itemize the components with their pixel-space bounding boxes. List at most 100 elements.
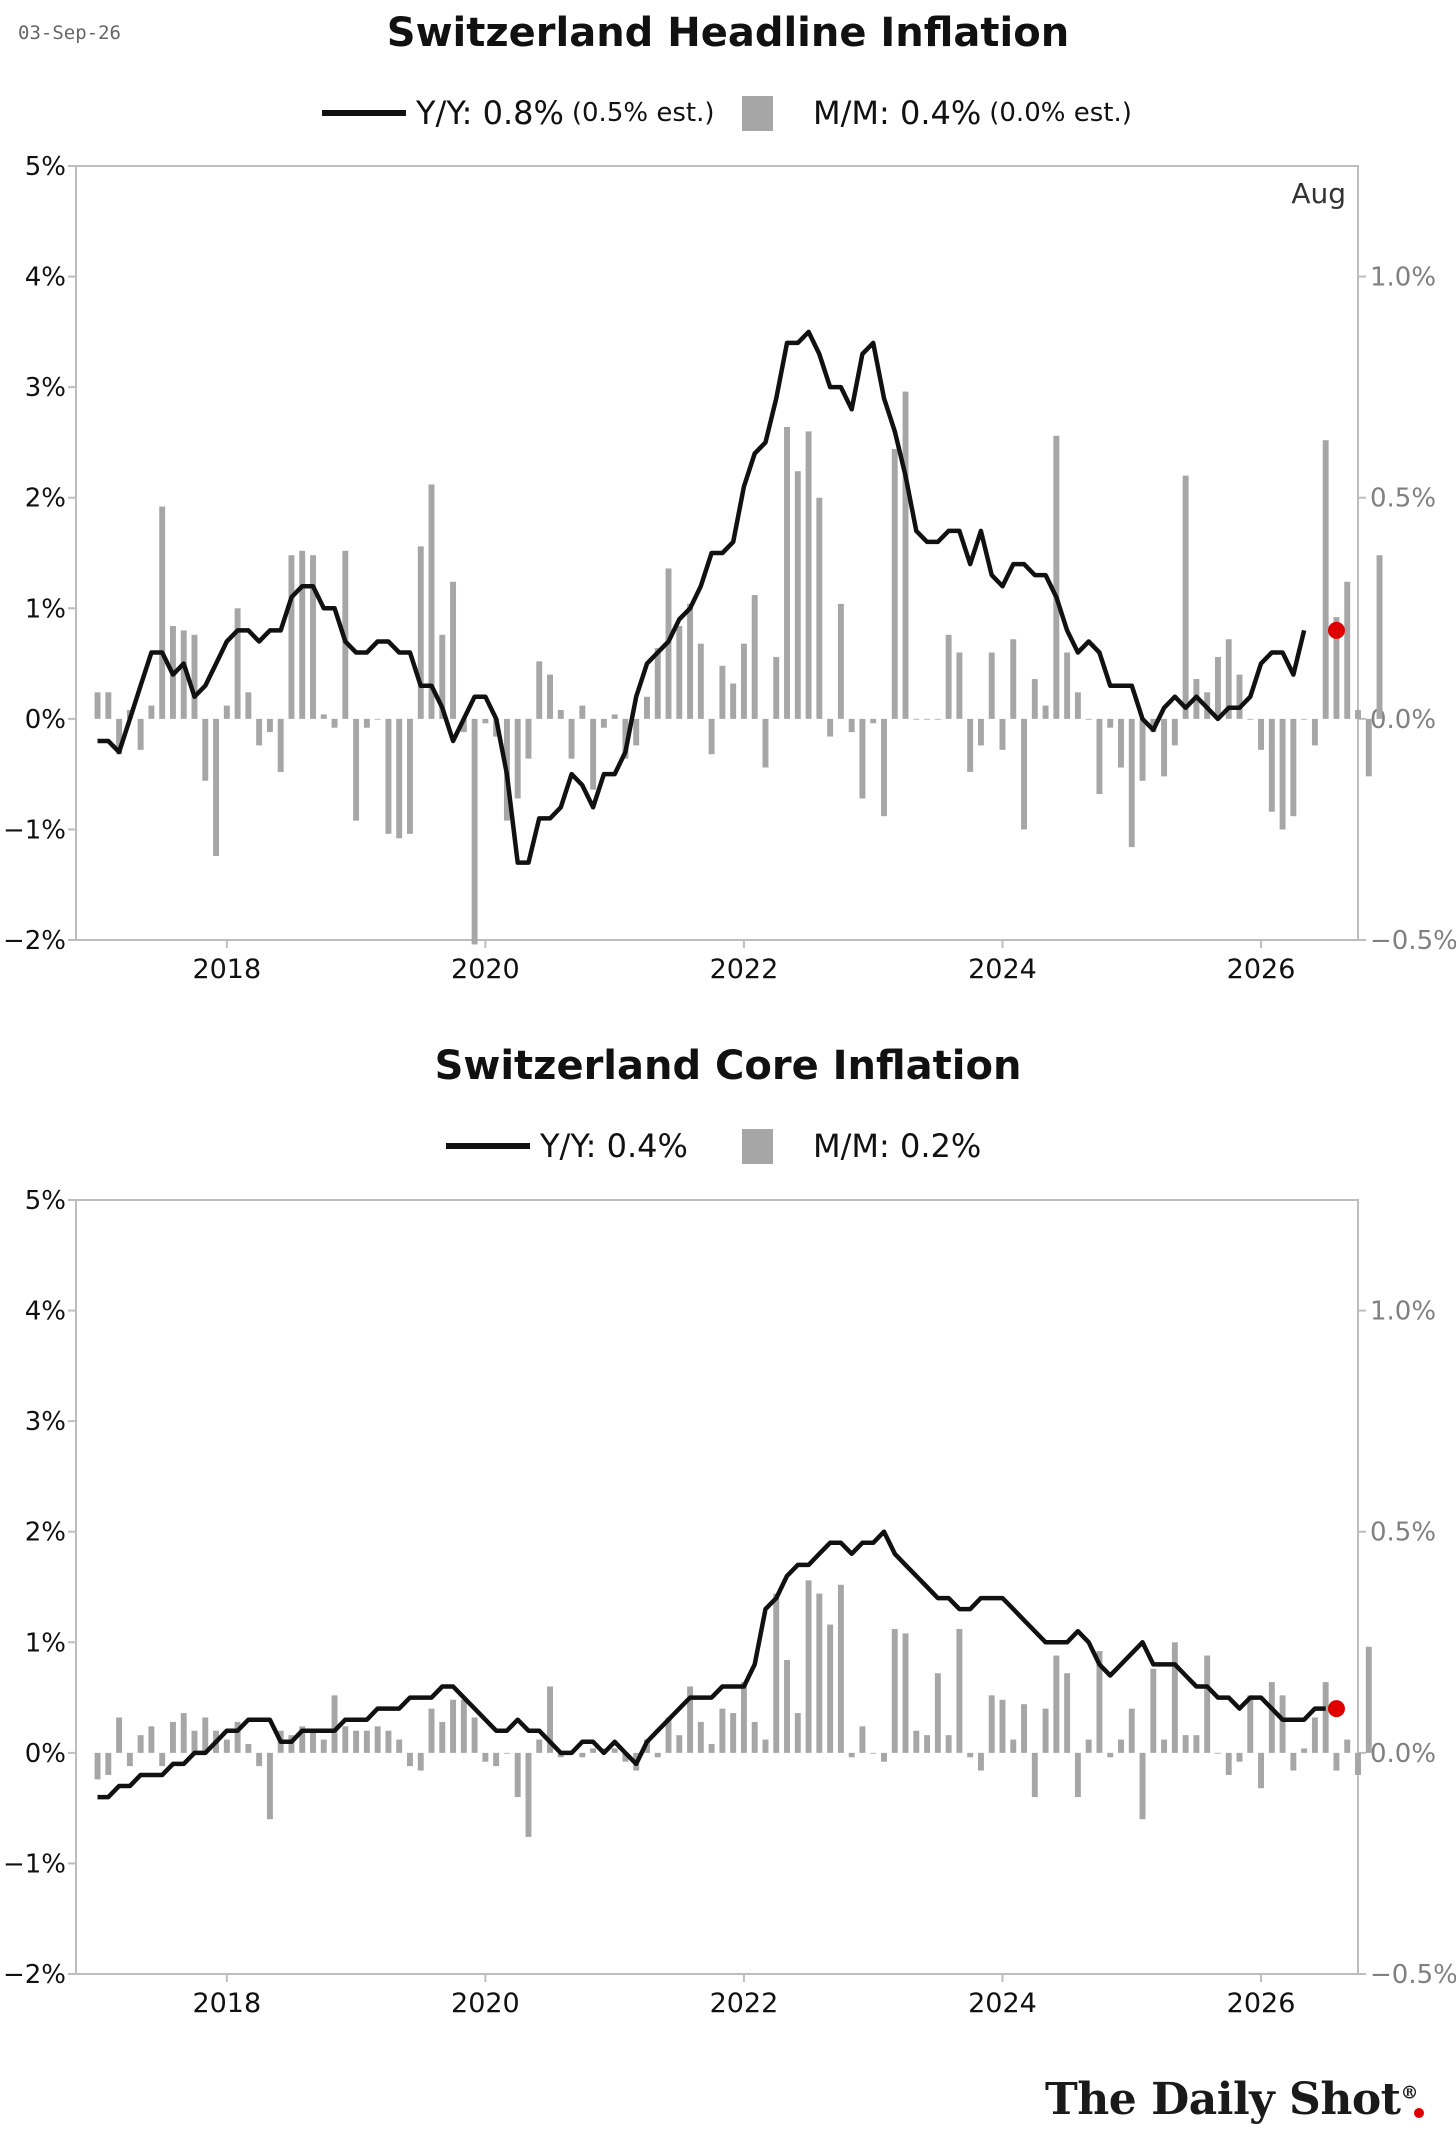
x-tick-label: 2018: [192, 1988, 261, 2019]
mom-bar: [1171, 1642, 1178, 1753]
mom-bar: [794, 1713, 801, 1753]
mom-bar: [1290, 718, 1297, 817]
x-tick-label: 2018: [192, 954, 261, 985]
headline-legend: Y/Y: 0.8% (0.5% est.) M/M: 0.4% (0.0% es…: [0, 88, 1456, 138]
legend-bar-swatch: [742, 1128, 773, 1164]
mom-bar: [1344, 1739, 1351, 1753]
x-tick-label: 2020: [451, 954, 520, 985]
mom-bar: [773, 1593, 780, 1753]
mom-bar: [471, 1717, 478, 1753]
mom-bar: [374, 718, 381, 720]
mom-bar: [945, 1735, 952, 1753]
mom-bar: [1064, 1673, 1071, 1753]
mom-bar: [1225, 639, 1232, 719]
brand-logo: The Daily Shot®: [1045, 2074, 1418, 2125]
y-left-tick-label: 5%: [25, 152, 66, 182]
mom-bar: [881, 1752, 887, 1762]
mom-bar: [407, 718, 413, 834]
y-right-tick-label: 0.0%: [1370, 1739, 1436, 1769]
mom-bar: [1355, 710, 1361, 719]
mom-bar: [730, 683, 737, 719]
y-left-tick-label: −2%: [3, 1960, 66, 1990]
mom-bar: [1085, 1739, 1092, 1753]
mom-bar: [191, 1730, 198, 1753]
mom-bar: [870, 718, 877, 724]
mom-bar: [159, 1752, 166, 1767]
mom-bar: [1021, 1704, 1027, 1753]
mom-bar: [924, 1735, 931, 1753]
mom-bar: [363, 1730, 370, 1753]
mom-bar: [137, 718, 144, 750]
mom-bar: [169, 1721, 176, 1753]
latest-value-marker: [1327, 1700, 1345, 1718]
mom-bar: [363, 718, 370, 728]
mom-bar: [1258, 718, 1265, 750]
mom-bar: [654, 648, 661, 719]
mom-bar: [708, 718, 715, 755]
mom-bar: [902, 1633, 909, 1753]
mom-bar: [945, 634, 952, 719]
mom-bar: [1031, 679, 1038, 719]
mom-bar: [1085, 718, 1092, 720]
mom-bar: [1150, 1668, 1157, 1753]
mom-bar: [1118, 1739, 1124, 1753]
mom-bar: [116, 1717, 123, 1753]
mom-bar: [956, 1629, 963, 1753]
headline-legend-line-item: Y/Y: 0.8% (0.5% est.): [322, 88, 714, 138]
mom-bar: [719, 1708, 726, 1753]
mom-bar: [687, 1686, 694, 1753]
mom-bar: [310, 555, 316, 719]
headline-legend-mom-note: (0.0% est.): [989, 98, 1132, 128]
mom-bar: [105, 692, 112, 719]
mom-bar: [988, 1695, 995, 1753]
mom-bar: [977, 1752, 984, 1771]
mom-bar: [1064, 652, 1071, 719]
mom-bar: [1193, 1735, 1200, 1753]
mom-bar: [891, 449, 898, 719]
mom-bar: [611, 714, 618, 719]
mom-bar: [277, 718, 284, 772]
mom-bar: [1247, 718, 1254, 720]
y-left-tick-label: −1%: [3, 1849, 66, 1879]
mom-bar: [245, 1744, 252, 1753]
mom-bar: [1247, 1695, 1254, 1753]
mom-bar: [579, 1752, 586, 1758]
mom-bar: [450, 581, 457, 719]
mom-bar: [428, 1708, 435, 1753]
y-left-tick-label: 4%: [25, 1297, 66, 1327]
mom-bar: [256, 718, 263, 746]
mom-bar: [536, 661, 543, 719]
mom-bar: [536, 1739, 543, 1753]
mom-bar: [816, 497, 823, 719]
mom-bar: [148, 705, 155, 719]
mom-bar: [331, 718, 338, 728]
mom-bar: [773, 656, 780, 719]
mom-bar: [159, 506, 166, 719]
mom-bar: [385, 718, 392, 834]
mom-bar: [1128, 1708, 1135, 1753]
mom-bar: [934, 1673, 941, 1753]
mom-bar: [1010, 1739, 1017, 1753]
mom-bar: [245, 692, 252, 719]
mom-bar: [396, 718, 403, 839]
legend-line-swatch: [446, 1143, 530, 1149]
mom-bar: [999, 718, 1006, 750]
mom-bar: [902, 391, 909, 719]
mom-bar: [482, 1752, 489, 1762]
mom-bar: [1139, 1752, 1146, 1820]
y-right-tick-label: −0.5%: [1370, 1960, 1456, 1990]
mom-bar: [1268, 718, 1275, 812]
mom-bar: [1311, 1717, 1318, 1753]
mom-bar: [1096, 718, 1103, 795]
mom-bar: [1344, 581, 1351, 719]
mom-bar: [568, 718, 575, 759]
mom-bar: [1301, 1748, 1308, 1753]
mom-bar: [1333, 617, 1340, 719]
mom-bar: [1214, 656, 1221, 719]
plot-frame: [75, 165, 1359, 941]
mom-bar: [1322, 440, 1329, 719]
mom-bar: [1118, 718, 1124, 768]
mom-bar: [353, 1730, 360, 1753]
plot-frame: [75, 1199, 1359, 1975]
mom-bar: [676, 1735, 683, 1753]
